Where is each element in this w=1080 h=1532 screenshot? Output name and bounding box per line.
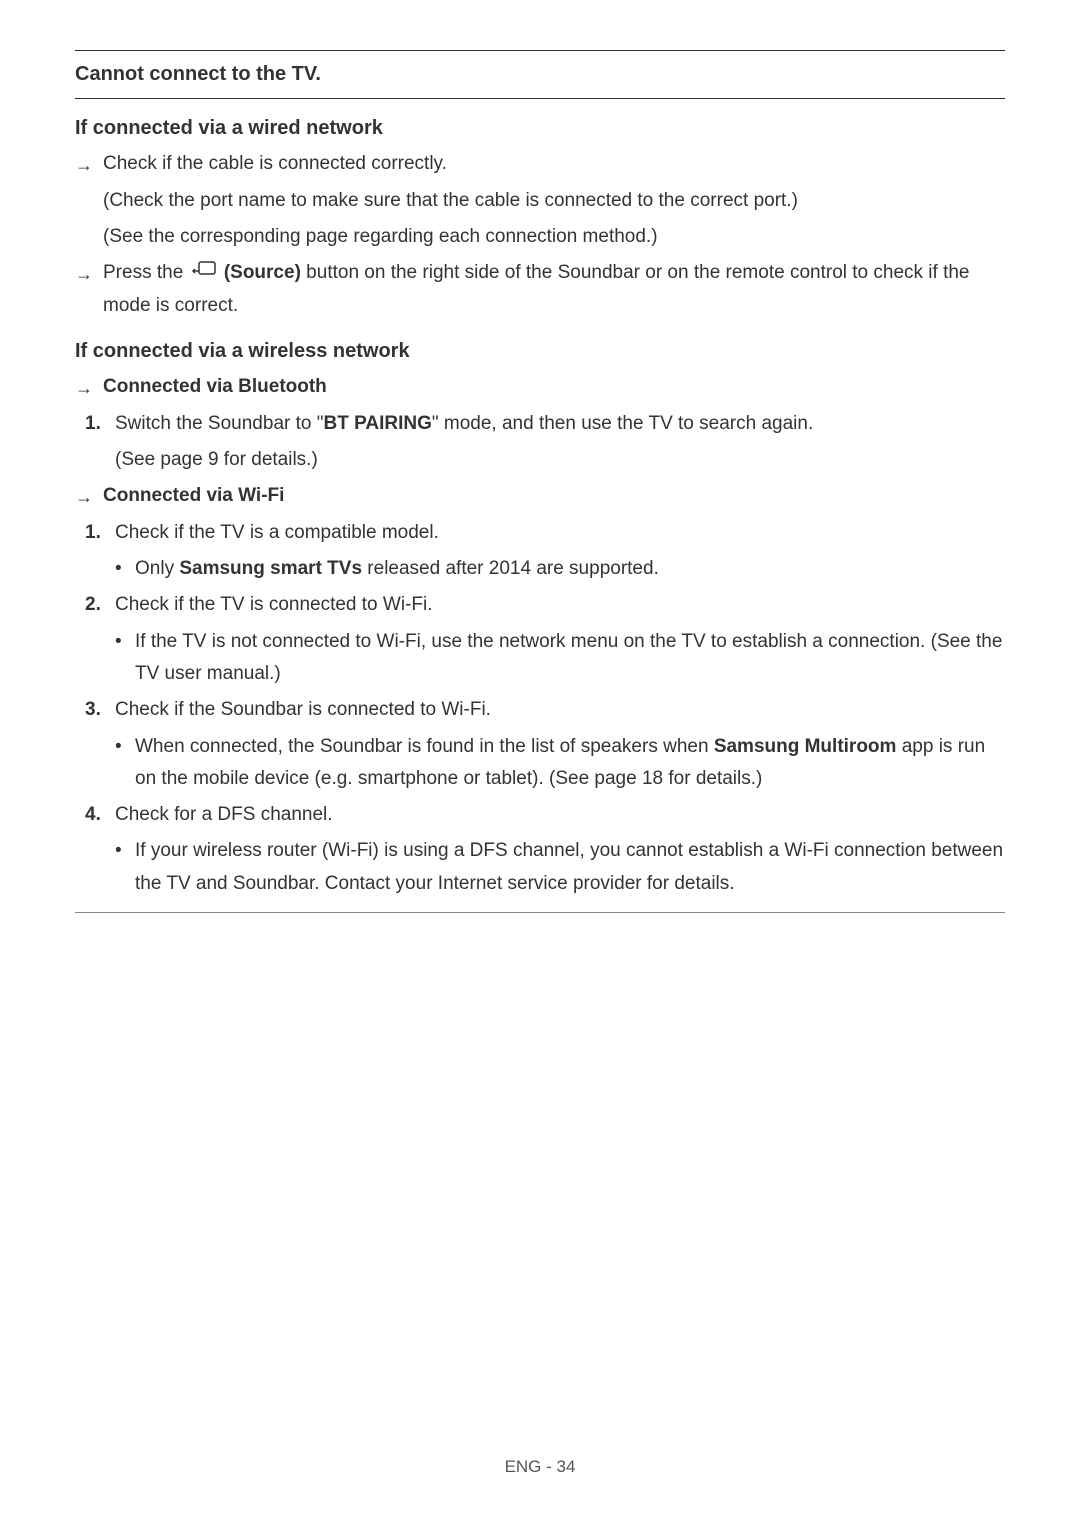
wifi-step4: 4. Check for a DFS channel. <box>85 799 1005 831</box>
bt-step1-text: Switch the Soundbar to "BT PAIRING" mode… <box>115 408 1005 440</box>
wifi-step1: 1. Check if the TV is a compatible model… <box>85 517 1005 549</box>
bluetooth-title: Connected via Bluetooth <box>103 371 1005 403</box>
wifi-step1-text: Check if the TV is a compatible model. <box>115 517 1005 549</box>
bt-step1: 1. Switch the Soundbar to "BT PAIRING" m… <box>85 408 1005 440</box>
wifi-step3-bullet-prefix: When connected, the Soundbar is found in… <box>135 736 714 757</box>
wifi-step1-bullet-prefix: Only <box>135 558 179 579</box>
bullet-icon: • <box>115 553 135 585</box>
wired-see-page: (See the corresponding page regarding ea… <box>103 221 1005 253</box>
samsung-smart-tvs: Samsung smart TVs <box>179 558 362 579</box>
wifi-step4-text: Check for a DFS channel. <box>115 799 1005 831</box>
wired-check-port: (Check the port name to make sure that t… <box>103 185 1005 217</box>
bullet-icon: • <box>115 626 135 658</box>
wifi-heading: → Connected via Wi-Fi <box>75 480 1005 513</box>
bt-pairing-label: BT PAIRING <box>323 413 431 434</box>
arrow-icon: → <box>75 480 103 513</box>
num-2: 2. <box>85 589 115 621</box>
wired-title: If connected via a wired network <box>75 117 1005 140</box>
wifi-title: Connected via Wi-Fi <box>103 480 1005 512</box>
arrow-icon: → <box>75 371 103 404</box>
bt-step1-prefix: Switch the Soundbar to " <box>115 413 323 434</box>
page-footer: ENG - 34 <box>0 1457 1080 1477</box>
num-3: 3. <box>85 694 115 726</box>
bt-step1-suffix: " mode, and then use the TV to search ag… <box>432 413 813 434</box>
bt-step1-see: (See page 9 for details.) <box>115 444 1005 476</box>
arrow-icon: → <box>75 257 103 290</box>
source-icon <box>191 257 217 289</box>
wifi-step1-bullet-suffix: released after 2014 are supported. <box>362 558 659 579</box>
num-4: 4. <box>85 799 115 831</box>
wifi-step2: 2. Check if the TV is connected to Wi-Fi… <box>85 589 1005 621</box>
section-divider <box>75 912 1005 913</box>
wired-press-source: → Press the (Source) button on the right… <box>75 257 1005 322</box>
wireless-title: If connected via a wireless network <box>75 340 1005 363</box>
num-1: 1. <box>85 517 115 549</box>
section-title: Cannot connect to the TV. <box>75 50 1005 99</box>
bullet-icon: • <box>115 835 135 867</box>
samsung-multiroom: Samsung Multiroom <box>714 736 897 757</box>
wired-check-cable: → Check if the cable is connected correc… <box>75 148 1005 181</box>
source-label: (Source) <box>219 262 301 283</box>
wifi-step3-bullet: • When connected, the Soundbar is found … <box>115 731 1005 796</box>
wifi-step3-bullet-text: When connected, the Soundbar is found in… <box>135 731 1005 796</box>
wifi-step1-bullet: • Only Samsung smart TVs released after … <box>115 553 1005 585</box>
wifi-step2-text: Check if the TV is connected to Wi-Fi. <box>115 589 1005 621</box>
bullet-icon: • <box>115 731 135 763</box>
bluetooth-heading: → Connected via Bluetooth <box>75 371 1005 404</box>
wired-press-source-text: Press the (Source) button on the right s… <box>103 257 1005 322</box>
wifi-step2-bullet: • If the TV is not connected to Wi-Fi, u… <box>115 626 1005 691</box>
press-prefix: Press the <box>103 262 189 283</box>
wifi-step2-bullet-text: If the TV is not connected to Wi-Fi, use… <box>135 626 1005 691</box>
wifi-step1-bullet-text: Only Samsung smart TVs released after 20… <box>135 553 1005 585</box>
wifi-step3-text: Check if the Soundbar is connected to Wi… <box>115 694 1005 726</box>
wifi-step4-bullet: • If your wireless router (Wi-Fi) is usi… <box>115 835 1005 900</box>
wifi-step4-bullet-text: If your wireless router (Wi-Fi) is using… <box>135 835 1005 900</box>
wired-check-cable-text: Check if the cable is connected correctl… <box>103 148 1005 180</box>
arrow-icon: → <box>75 148 103 181</box>
num-1: 1. <box>85 408 115 440</box>
wifi-step3: 3. Check if the Soundbar is connected to… <box>85 694 1005 726</box>
